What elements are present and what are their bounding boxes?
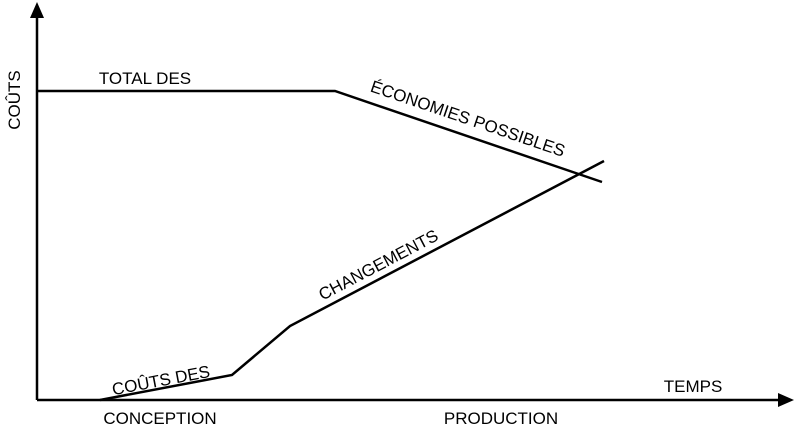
phase-label: CONCEPTION	[103, 409, 216, 428]
curve-label: TOTAL DES	[99, 69, 191, 88]
curve-label: ÉCONOMIES POSSIBLES	[368, 77, 567, 161]
y-axis-arrow	[30, 2, 44, 18]
phase-label: PRODUCTION	[444, 409, 558, 428]
x-axis-arrow	[778, 393, 794, 407]
x-axis-label: TEMPS	[664, 377, 723, 396]
curve-label: CHANGEMENTS	[315, 226, 441, 304]
curve-label: COÛTS DES	[110, 362, 211, 399]
change-cost-line	[99, 159, 605, 402]
total-cost-line	[37, 89, 603, 184]
y-axis-label: COÛTS	[5, 70, 24, 130]
